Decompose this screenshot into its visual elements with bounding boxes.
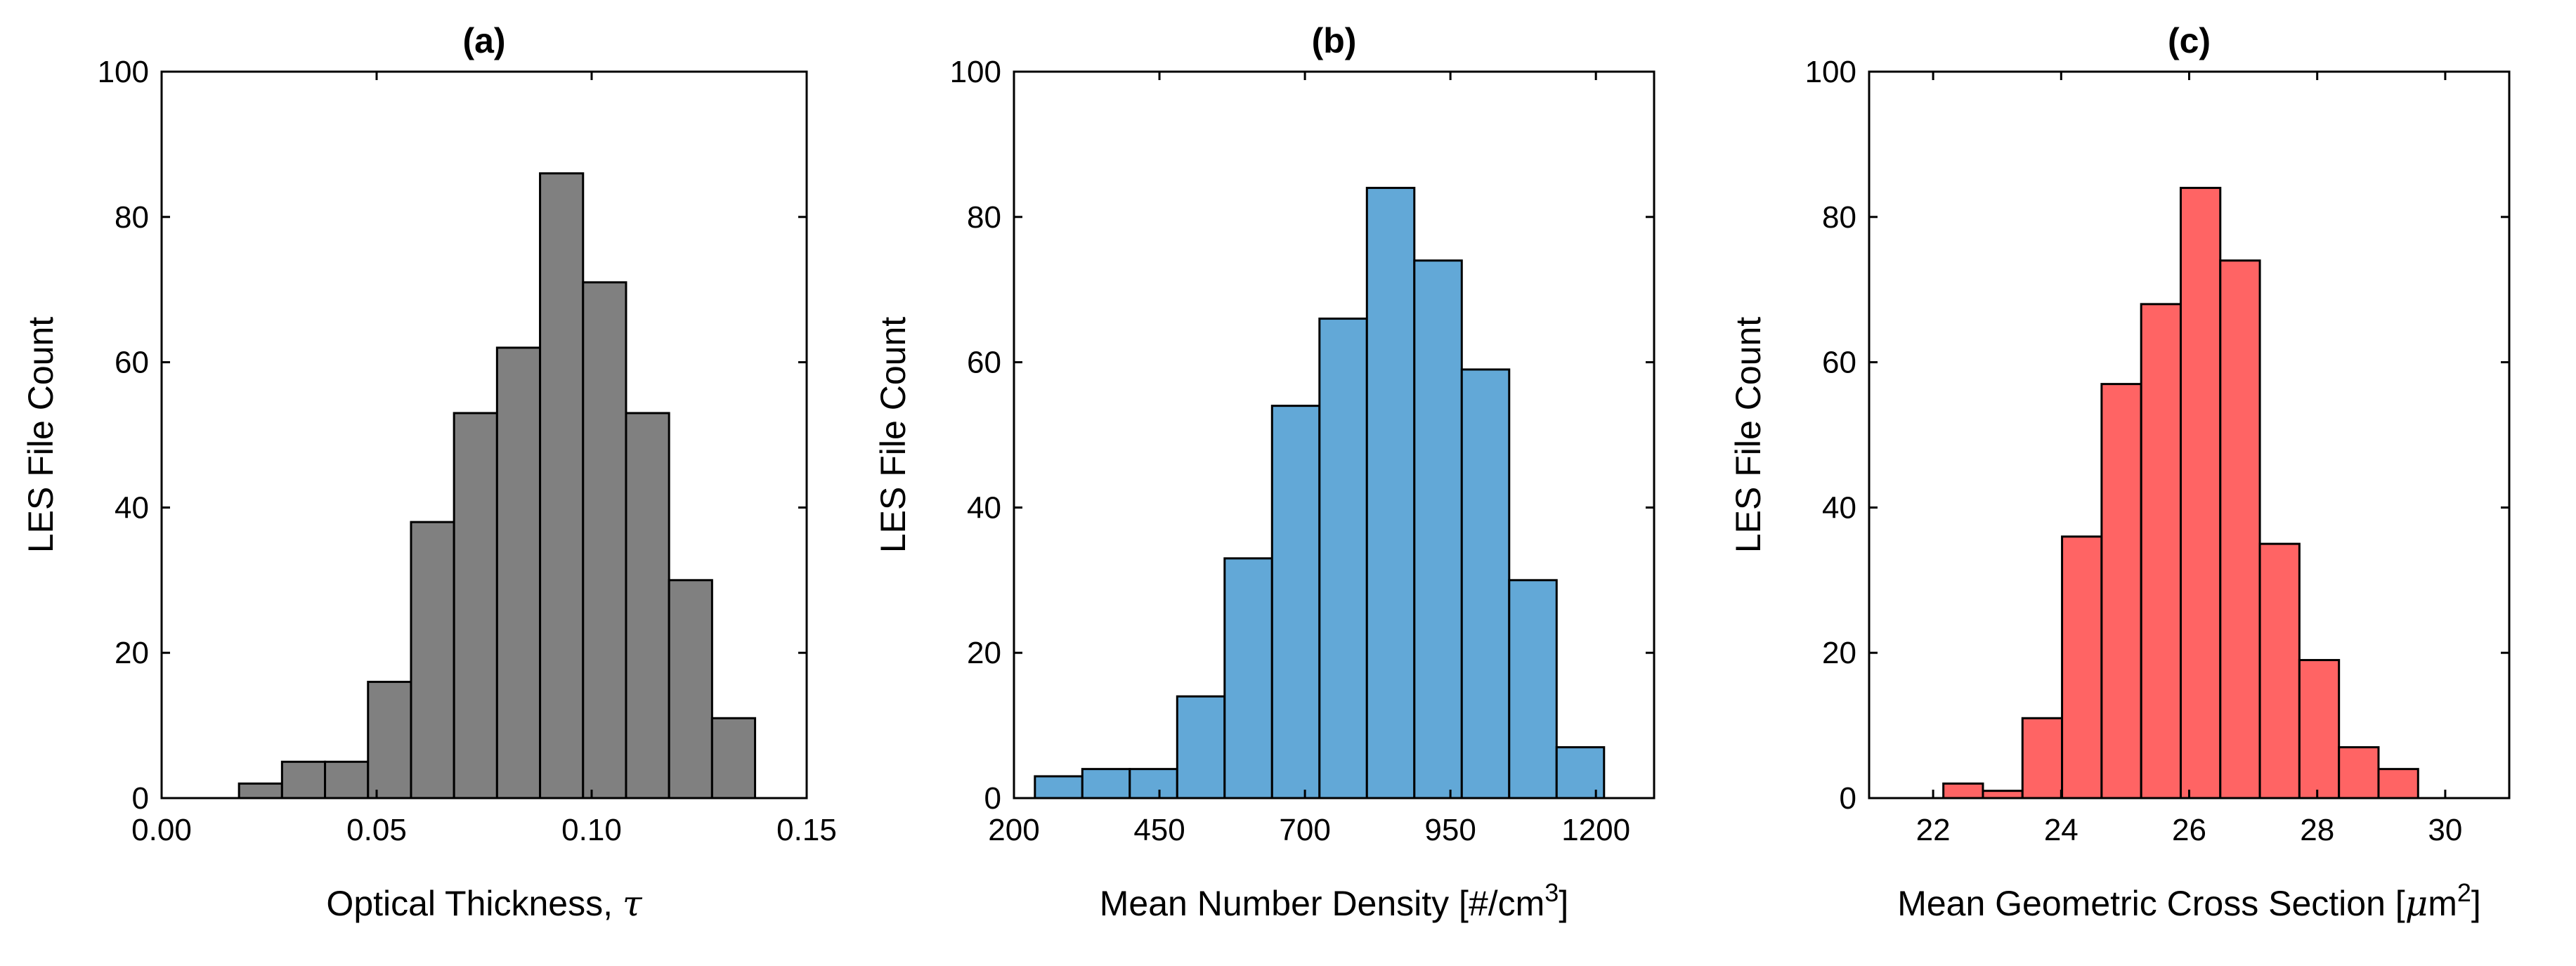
- y-tick-label: 100: [1805, 55, 1856, 89]
- chart-panel-c: 22 24 26 28 30 0 20 40 60 80 100 (c) LES File Count M…: [1729, 21, 2511, 925]
- histogram-bar: [410, 521, 455, 799]
- histogram-bar: [2061, 535, 2103, 799]
- histogram-bar: [2338, 746, 2380, 799]
- y-tick-label: 100: [98, 55, 149, 89]
- y-tick-label: 0: [984, 781, 1001, 816]
- x-axis-label-unit: m: [2428, 884, 2457, 923]
- histogram-bar: [1318, 318, 1368, 799]
- histogram-bar: [1555, 746, 1606, 799]
- histogram-bar: [280, 760, 327, 799]
- x-tick-label: 0.10: [561, 813, 622, 847]
- histogram-bar: [1982, 790, 2024, 799]
- histogram-bar: [1223, 557, 1273, 799]
- y-tick-label: 80: [115, 200, 149, 235]
- x-tick-label: 30: [2428, 813, 2462, 847]
- chart-title: (a): [462, 21, 505, 60]
- histogram-bar: [539, 172, 585, 799]
- x-axis-label-end: ]: [2471, 884, 2481, 923]
- x-tick-label: 28: [2300, 813, 2334, 847]
- x-tick-label: 0.05: [346, 813, 407, 847]
- x-tick-label: 24: [2044, 813, 2079, 847]
- histogram-bar: [1034, 775, 1084, 799]
- histogram-bar: [367, 681, 412, 799]
- y-axis-label: LES File Count: [873, 317, 913, 553]
- y-tick-label: 60: [967, 346, 1001, 380]
- histogram-bar: [2179, 186, 2222, 799]
- x-axis-label-text: Optical Thickness,: [326, 884, 622, 923]
- x-tick-label: 450: [1133, 813, 1185, 847]
- histogram-bar: [238, 782, 283, 799]
- y-tick-label: 80: [1822, 200, 1856, 235]
- x-axis-label-text: Mean Number Density [#/cm: [1100, 884, 1545, 923]
- histogram-bar: [2219, 259, 2261, 799]
- histogram-bar: [668, 579, 713, 799]
- histogram-bar: [324, 760, 370, 799]
- y-tick-label: 100: [950, 55, 1001, 89]
- x-tick-label: 0.00: [131, 813, 192, 847]
- histogram-bar: [453, 412, 498, 799]
- y-tick-label: 20: [115, 636, 149, 670]
- y-axis-label: LES File Count: [21, 317, 60, 553]
- histogram-bar: [1270, 405, 1321, 799]
- axes-box: [160, 70, 808, 799]
- x-axis-label: Mean Geometric Cross Section [μm2]: [1897, 878, 2481, 925]
- histogram-bar: [2021, 717, 2064, 799]
- x-tick-label: 0.15: [776, 813, 837, 847]
- x-tick-label: 700: [1279, 813, 1330, 847]
- chart-title: (b): [1312, 21, 1357, 60]
- y-tick-label: 60: [1822, 346, 1856, 380]
- x-axis-label-mu: μ: [2405, 883, 2428, 924]
- histogram-bar: [1176, 695, 1226, 799]
- histogram-bar: [582, 281, 627, 799]
- y-tick-label: 40: [115, 490, 149, 525]
- histogram-bar: [1128, 768, 1178, 799]
- x-axis-label-symbol: τ: [623, 883, 643, 924]
- chart-panel-b: 200 450 700 950 1200 0 20 40 60 80 100 (b) LES File …: [873, 21, 1655, 924]
- y-tick-label: 60: [115, 346, 149, 380]
- x-tick-label: 22: [1916, 813, 1951, 847]
- histogram-bar: [1942, 782, 1984, 799]
- x-tick-label: 200: [988, 813, 1039, 847]
- histogram-bar: [1081, 768, 1131, 799]
- axes-box: [1013, 70, 1655, 799]
- histogram-bar: [495, 346, 542, 799]
- x-tick-label: 950: [1424, 813, 1476, 847]
- histogram-bar: [710, 717, 757, 799]
- chart-title: (c): [2168, 21, 2211, 60]
- histogram-bar: [1365, 186, 1416, 799]
- y-tick-label: 0: [132, 781, 149, 816]
- x-axis-label-text: Mean Geometric Cross Section [: [1897, 884, 2405, 923]
- y-tick-label: 20: [967, 636, 1001, 670]
- histogram-bar: [2140, 303, 2182, 799]
- x-axis-label-superscript: 2: [2457, 878, 2471, 907]
- y-tick-label: 80: [967, 200, 1001, 235]
- y-tick-label: 40: [967, 490, 1001, 525]
- histogram-bar: [2258, 542, 2301, 799]
- histogram-bar: [2100, 383, 2142, 799]
- y-tick-label: 20: [1822, 636, 1856, 670]
- chart-panel-a: 0.00 0.05 0.10 0.15 0 20 40 60 80 100 (a) LES File …: [21, 21, 837, 924]
- y-axis-label: LES File Count: [1729, 317, 1768, 553]
- histogram-bar: [2377, 768, 2419, 799]
- x-axis-label-end: ]: [1559, 884, 1568, 923]
- x-axis-label: Mean Number Density [#/cm3]: [1100, 878, 1568, 924]
- y-tick-label: 40: [1822, 490, 1856, 525]
- y-tick-label: 0: [1840, 781, 1856, 816]
- x-tick-label: 26: [2172, 813, 2206, 847]
- histogram-bar: [1460, 368, 1511, 799]
- histogram-bar: [625, 412, 670, 799]
- histogram-bar: [1413, 259, 1463, 799]
- x-axis-label-superscript: 3: [1544, 878, 1559, 907]
- x-axis-label: Optical Thickness, τ: [326, 883, 642, 924]
- x-tick-label: 1200: [1561, 813, 1630, 847]
- histogram-bar: [1508, 579, 1558, 799]
- histogram-bar: [2298, 659, 2341, 799]
